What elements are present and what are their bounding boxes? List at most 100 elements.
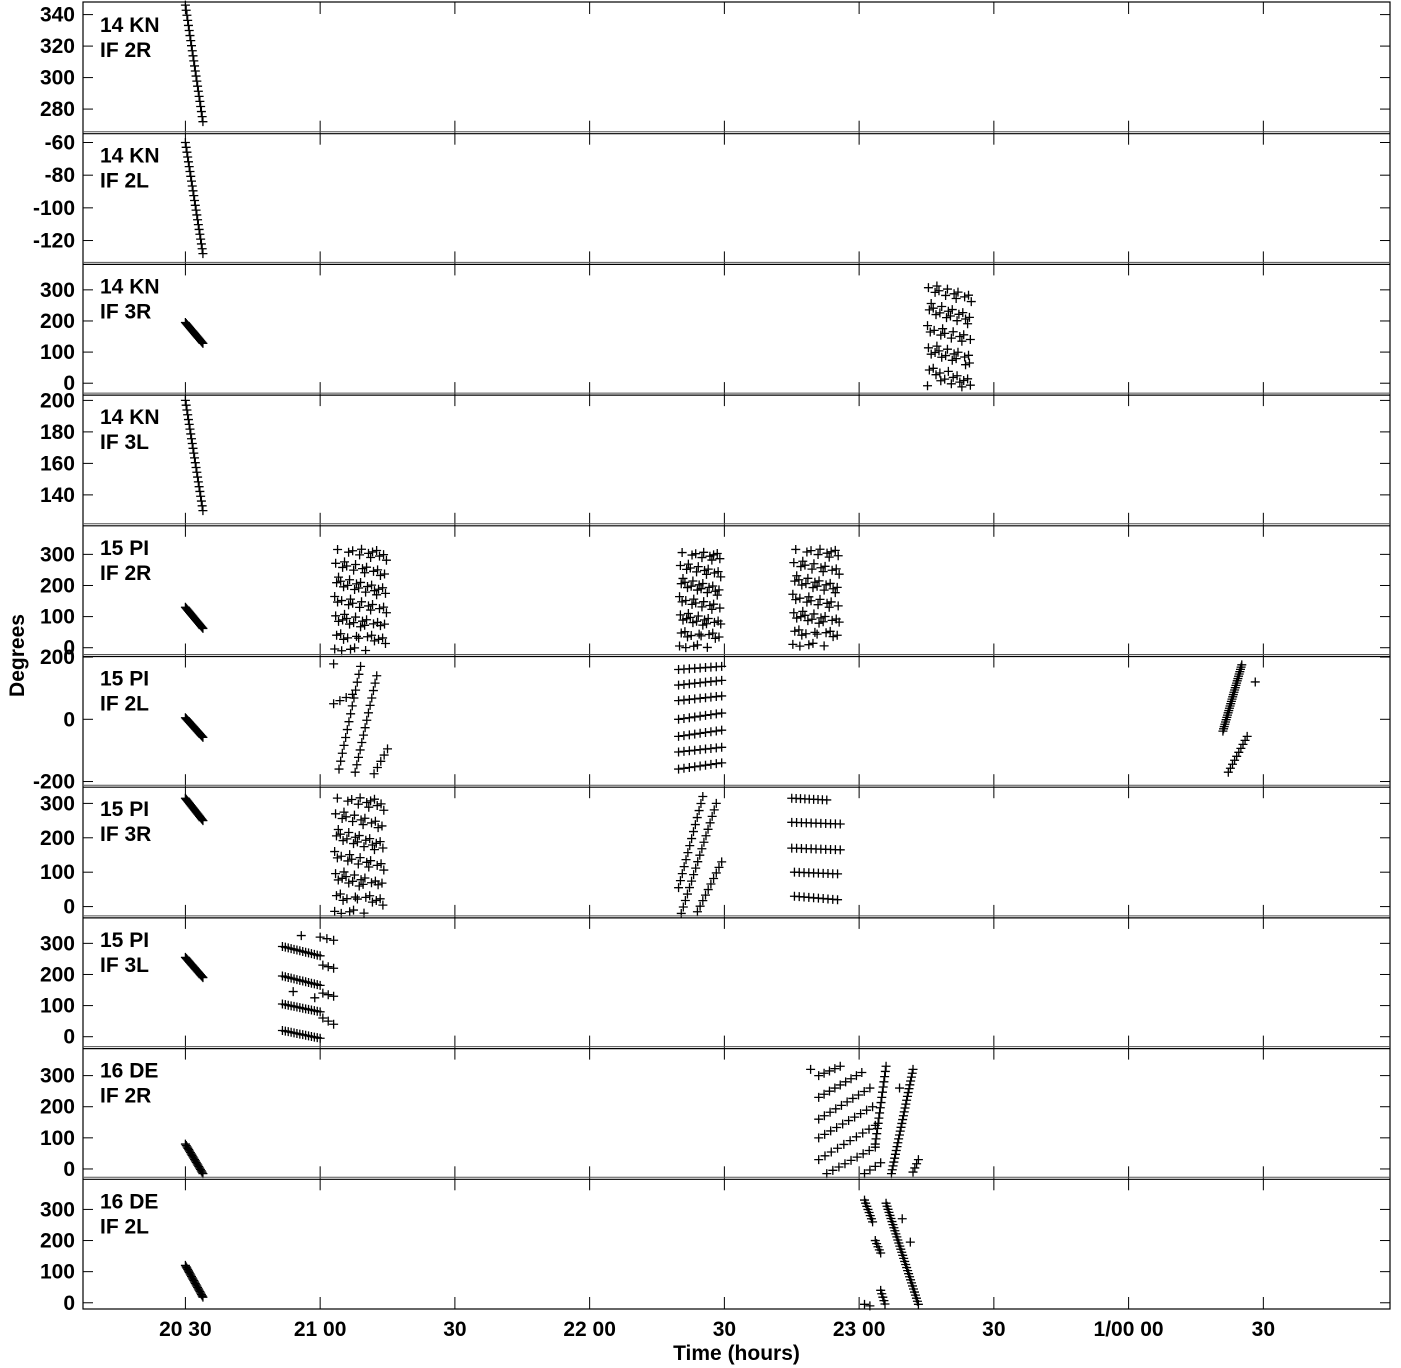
data-point [329, 1019, 339, 1029]
data-point [954, 309, 964, 319]
data-point [363, 632, 373, 642]
data-point [363, 548, 373, 558]
data-point [345, 850, 355, 860]
data-point [1222, 710, 1232, 720]
data-point [713, 567, 723, 577]
data-point [681, 596, 691, 606]
data-point [707, 811, 717, 821]
x-tick-label: 1/00 00 [1094, 1318, 1164, 1341]
data-point [878, 1082, 888, 1092]
data-point [931, 370, 941, 380]
data-point [343, 796, 353, 806]
data-point [374, 551, 384, 561]
data-point [675, 641, 685, 651]
data-point [689, 594, 699, 604]
data-point [197, 731, 207, 741]
data-point [333, 875, 343, 885]
data-point [940, 374, 950, 384]
data-point [818, 567, 828, 577]
data-point [340, 609, 350, 619]
data-point [684, 713, 694, 723]
data-point [963, 374, 973, 384]
data-point [714, 585, 724, 595]
data-point [898, 1115, 908, 1125]
data-point [703, 885, 713, 895]
data-point [814, 618, 824, 628]
data-point [379, 602, 389, 612]
data-point [698, 620, 708, 630]
data-point [1232, 751, 1242, 761]
data-point [1220, 719, 1230, 729]
data-point [296, 931, 306, 941]
data-point [337, 748, 347, 758]
data-point [689, 641, 699, 651]
data-point [375, 837, 385, 847]
data-point [330, 644, 340, 654]
data-point [948, 327, 958, 337]
data-point [806, 1064, 816, 1074]
data-point [789, 558, 799, 568]
data-point [315, 932, 325, 942]
data-point [894, 1134, 904, 1144]
data-point [715, 554, 725, 564]
data-point [191, 462, 201, 472]
data-point [310, 993, 320, 1003]
data-point [695, 728, 705, 738]
data-point [362, 615, 372, 625]
data-point [792, 613, 802, 623]
data-point [353, 859, 363, 869]
data-point [197, 1167, 207, 1177]
data-point [820, 1151, 830, 1161]
data-point [880, 1072, 890, 1082]
data-point [830, 1083, 840, 1093]
plot-border [82, 1, 1391, 1310]
data-point [196, 813, 206, 823]
data-point [344, 828, 354, 838]
data-point [368, 547, 378, 557]
data-point [680, 577, 690, 587]
data-point [330, 847, 340, 857]
data-point [180, 0, 190, 10]
data-point [329, 963, 339, 973]
data-point [1219, 722, 1229, 732]
data-point [934, 286, 944, 296]
data-point [864, 1124, 874, 1134]
panel-label-if: IF 2L [100, 170, 149, 193]
data-point [344, 717, 354, 727]
data-point [801, 579, 811, 589]
data-point [714, 862, 724, 872]
data-point [354, 881, 364, 891]
data-point [315, 951, 325, 961]
data-point [362, 857, 372, 867]
data-point [348, 546, 358, 556]
data-point [380, 588, 390, 598]
data-point [354, 831, 364, 841]
data-point [852, 1152, 862, 1162]
y-tick-label: 100 [40, 606, 75, 629]
data-point [694, 629, 704, 639]
data-point [701, 728, 711, 738]
data-point [706, 759, 716, 769]
data-point [375, 894, 385, 904]
data-point [193, 81, 203, 91]
data-point [1224, 706, 1234, 716]
data-point [193, 86, 203, 96]
data-point [341, 872, 351, 882]
data-point [337, 596, 347, 606]
data-point [339, 634, 349, 644]
data-point [963, 319, 973, 329]
data-point [345, 575, 355, 585]
data-point [696, 799, 706, 809]
data-point [373, 565, 383, 575]
y-tick-label: 300 [40, 792, 75, 815]
panel-label-antenna: 14 KN [100, 275, 160, 298]
data-point [188, 186, 198, 196]
data-point [790, 576, 800, 586]
panel-label-antenna: 16 DE [100, 1190, 158, 1213]
data-point [184, 162, 194, 172]
data-point [373, 823, 383, 833]
data-point [908, 1167, 918, 1177]
data-point [378, 900, 388, 910]
data-point [682, 564, 692, 574]
x-tick-label: 30 [1252, 1318, 1275, 1341]
